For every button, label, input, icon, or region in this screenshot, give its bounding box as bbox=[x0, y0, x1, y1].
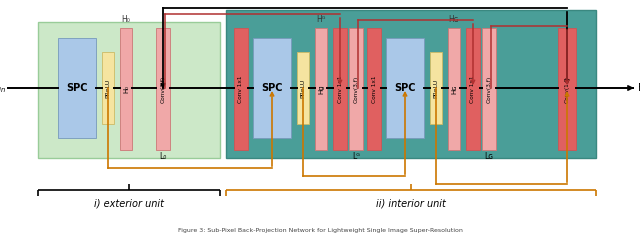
Text: SPC: SPC bbox=[67, 83, 88, 93]
Text: L₀: L₀ bbox=[159, 152, 166, 161]
Text: i) exterior unit: i) exterior unit bbox=[94, 199, 164, 209]
Text: Conv(3,f): Conv(3,f) bbox=[353, 75, 358, 103]
FancyBboxPatch shape bbox=[58, 38, 96, 138]
Text: Hɡ: Hɡ bbox=[318, 84, 324, 94]
Text: Hɢ: Hɢ bbox=[449, 15, 460, 24]
Text: Conv(1,f): Conv(1,f) bbox=[564, 75, 570, 103]
FancyBboxPatch shape bbox=[234, 28, 248, 150]
FancyBboxPatch shape bbox=[448, 28, 460, 150]
Text: H₀: H₀ bbox=[122, 15, 131, 24]
Text: SPC: SPC bbox=[394, 83, 416, 93]
FancyBboxPatch shape bbox=[102, 52, 114, 124]
Text: Lᴳ: Lᴳ bbox=[352, 152, 360, 161]
FancyBboxPatch shape bbox=[367, 28, 381, 150]
FancyBboxPatch shape bbox=[558, 28, 576, 150]
FancyBboxPatch shape bbox=[253, 38, 291, 138]
Text: PReLU: PReLU bbox=[433, 78, 438, 98]
Text: Lɢ: Lɢ bbox=[484, 152, 493, 161]
FancyBboxPatch shape bbox=[297, 52, 309, 124]
FancyBboxPatch shape bbox=[315, 28, 327, 150]
FancyBboxPatch shape bbox=[156, 28, 170, 150]
Text: PReLU: PReLU bbox=[106, 78, 111, 98]
FancyBboxPatch shape bbox=[349, 28, 363, 150]
Text: Conv 1x1: Conv 1x1 bbox=[470, 75, 476, 103]
Text: Hᴳ: Hᴳ bbox=[316, 15, 326, 24]
Text: Figure 3: Sub-Pixel Back-Projection Network for Lightweight Single Image Super-R: Figure 3: Sub-Pixel Back-Projection Netw… bbox=[177, 228, 463, 233]
Text: SPC: SPC bbox=[261, 83, 283, 93]
Text: Conv(3,f): Conv(3,f) bbox=[486, 75, 492, 103]
FancyBboxPatch shape bbox=[38, 22, 220, 158]
FancyBboxPatch shape bbox=[386, 38, 424, 138]
Text: ii) interior unit: ii) interior unit bbox=[376, 199, 446, 209]
FancyBboxPatch shape bbox=[120, 28, 132, 150]
Text: Conv(3,f): Conv(3,f) bbox=[161, 75, 166, 103]
Text: PReLU: PReLU bbox=[301, 78, 305, 98]
Text: Conv 1x1: Conv 1x1 bbox=[371, 75, 376, 103]
FancyBboxPatch shape bbox=[226, 10, 596, 158]
FancyBboxPatch shape bbox=[482, 28, 496, 150]
Text: Conv 1x1: Conv 1x1 bbox=[337, 75, 342, 103]
Text: F$_{out}$: F$_{out}$ bbox=[637, 81, 640, 95]
Text: H₀: H₀ bbox=[123, 85, 129, 93]
Text: Conv 1x1: Conv 1x1 bbox=[239, 75, 243, 103]
FancyBboxPatch shape bbox=[430, 52, 442, 124]
FancyBboxPatch shape bbox=[466, 28, 480, 150]
FancyBboxPatch shape bbox=[333, 28, 347, 150]
Text: Hɢ: Hɢ bbox=[451, 84, 457, 94]
Text: F$_{in}$: F$_{in}$ bbox=[0, 81, 6, 95]
